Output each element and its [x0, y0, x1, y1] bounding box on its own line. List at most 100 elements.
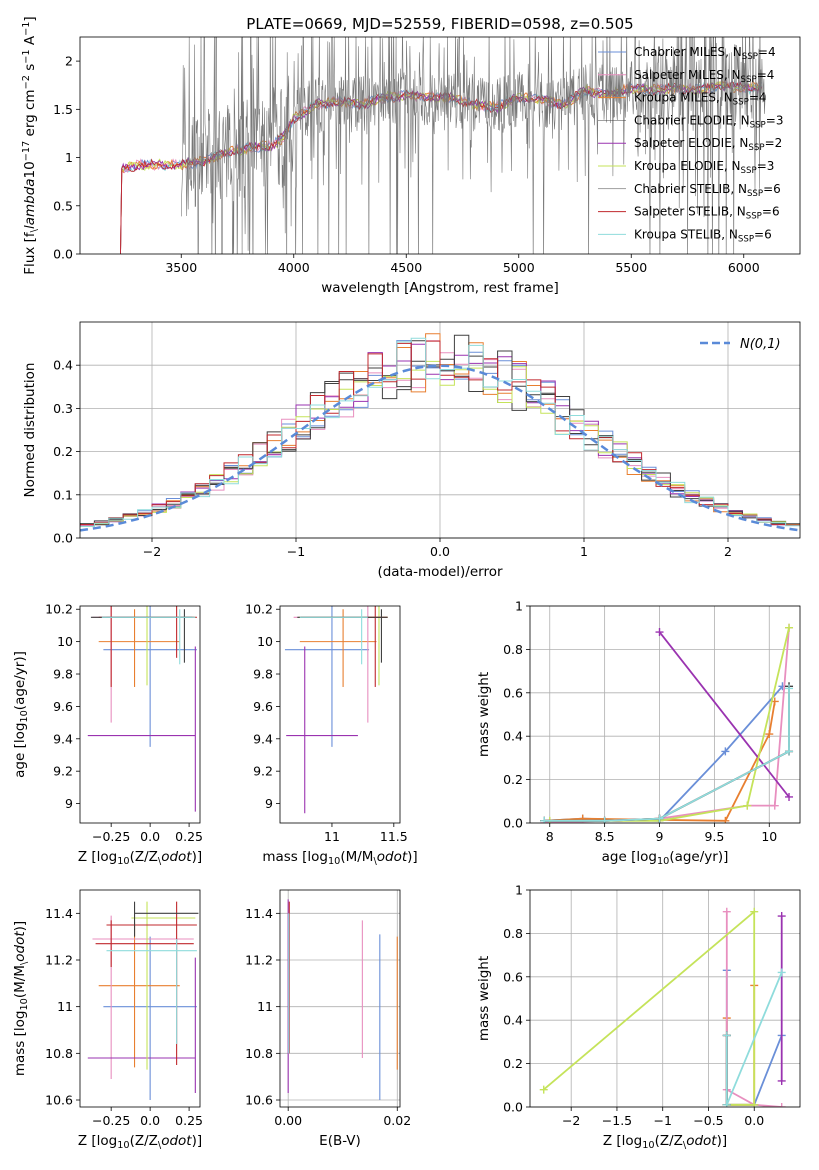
label-part: Kroupa MILES, N — [634, 91, 733, 105]
legend-entry: Kroupa ELODIE, NSSP​=3 — [634, 159, 774, 176]
y-axis-label: mass [log10​(M/M\​odot)] — [12, 921, 30, 1076]
y-tick-label: 0.8 — [503, 926, 523, 941]
y-tick-label: 11 — [257, 999, 273, 1014]
y-axis-label: mass weight — [476, 956, 492, 1041]
label-part: \ — [29, 228, 40, 232]
y-tick-label: 10.2 — [45, 602, 73, 617]
x-tick-label: 4000 — [278, 260, 310, 275]
label-part: odot — [12, 931, 28, 962]
label-part: =3 — [757, 159, 775, 173]
y-tick-label: 9.6 — [53, 699, 73, 714]
label-part: )] — [192, 849, 203, 865]
label-part: mass weight — [476, 956, 492, 1041]
label-part: E(B-V) — [319, 1133, 361, 1149]
x-tick-label: −2 — [562, 1113, 580, 1128]
y-tick-label: 9.4 — [53, 731, 73, 746]
y-tick-label: 0.6 — [503, 685, 523, 700]
label-part: 10 — [657, 856, 669, 867]
weight-series — [544, 686, 790, 822]
y-tick-label: 10.2 — [245, 602, 273, 617]
x-tick-label: 1 — [580, 544, 588, 559]
weight-series — [549, 627, 790, 822]
label-part: odot — [161, 849, 192, 865]
y-tick-label: 0.2 — [503, 1056, 523, 1071]
label-part: =6 — [754, 227, 772, 241]
label-part: age [log — [12, 723, 28, 778]
y-tick-label: 1 — [515, 599, 523, 614]
x-axis-label: (data-model)/error — [377, 564, 503, 580]
axes-age-vs-mass: 11 11.5 9 9.2 9.4 9.6 9.8 10 10.2 mass [log10​(M/… — [245, 602, 418, 867]
x-axis-label: Z [log10​(Z/Z\​odot)] — [78, 1133, 202, 1151]
histogram-plot — [80, 333, 800, 532]
label-part: Kroupa ELODIE, N — [634, 159, 741, 173]
label-part: Z [log — [603, 1133, 642, 1149]
legend-entry: Salpeter MILES, NSSP​=4 — [634, 68, 774, 85]
x-axis-label: E(B-V) — [319, 1133, 361, 1149]
x-tick-label: 10 — [761, 829, 777, 844]
weight-series — [725, 985, 756, 1106]
label-part: mass weight — [476, 672, 492, 757]
label-part: 10 — [117, 856, 129, 867]
label-part: )] — [192, 1133, 203, 1149]
weight-point — [750, 907, 759, 916]
label-part: erg cm — [22, 89, 38, 140]
legend-entry: Kroupa MILES, NSSP​=4 — [634, 91, 767, 108]
legend: Chabrier MILES, NSSP​=4 Salpeter MILES, N… — [598, 45, 783, 244]
legend-entry: Kroupa STELIB, NSSP​=6 — [634, 227, 772, 244]
x-axis-label: wavelength [Angstrom, rest frame] — [321, 280, 559, 296]
x-tick-label: −1.5 — [602, 1113, 632, 1128]
errorbar-plot — [87, 606, 197, 812]
y-tick-label: 10.8 — [45, 1046, 73, 1061]
y-tick-label: 10 — [57, 634, 73, 649]
weight-point — [785, 747, 794, 756]
spectrum-plot — [120, 37, 767, 254]
legend-entry: Salpeter ELODIE, NSSP​=2 — [634, 136, 782, 153]
y-tick-label: 10.6 — [245, 1093, 273, 1108]
axes-frame — [79, 889, 201, 1108]
y-tick-label: 1 — [515, 883, 523, 898]
label-part: A — [22, 35, 38, 49]
y-tick-label: 2 — [65, 54, 73, 69]
label-part: −1 — [21, 22, 32, 36]
legend-entry: Chabrier MILES, NSSP​=4 — [634, 45, 776, 62]
histogram-series — [80, 340, 800, 526]
y-tick-label: 10.8 — [245, 1046, 273, 1061]
y-tick-label: 9.4 — [253, 731, 273, 746]
label-part: (Z/Z — [655, 1133, 683, 1149]
weight-point — [765, 730, 774, 739]
legend-entry: Salpeter STELIB, NSSP​=6 — [634, 205, 780, 222]
weight-point — [539, 1085, 548, 1094]
label-part: =3 — [766, 113, 784, 127]
weight-series — [725, 911, 782, 1107]
weight-point — [722, 1031, 731, 1040]
y-tick-label: 0.6 — [503, 969, 523, 984]
x-tick-label: 11.5 — [380, 829, 408, 844]
label-part: SSP — [748, 143, 764, 153]
weight-point — [721, 816, 730, 823]
weight-series — [543, 909, 756, 1106]
y-tick-label: 0.5 — [53, 198, 73, 213]
label-part: SSP — [733, 98, 749, 108]
x-tick-label: 8 — [546, 829, 554, 844]
label-part: age [log — [602, 849, 657, 865]
weight-point — [785, 684, 794, 693]
weight-point — [600, 816, 609, 823]
y-tick-label: 0.0 — [503, 1100, 523, 1115]
x-tick-label: 0.0 — [430, 544, 450, 559]
label-part: \ — [19, 961, 30, 965]
x-tick-label: 3500 — [165, 260, 197, 275]
label-part: Salpeter MILES, N — [634, 68, 741, 82]
chart-title: PLATE=0669, MJD=52559, FIBERID=0598, z=0… — [246, 15, 633, 33]
y-tick-label: 9.8 — [253, 667, 273, 682]
weight-point — [777, 1103, 786, 1107]
data-spectrum — [181, 37, 767, 254]
y-tick-label: 11.2 — [245, 953, 273, 968]
label-part: \ — [373, 856, 377, 867]
label-part: 10 — [642, 1140, 654, 1151]
weight-point — [770, 801, 779, 810]
label-part: (Z/Z — [130, 849, 158, 865]
x-tick-label: 0.0 — [140, 829, 160, 844]
label-part: Normed distribution — [22, 363, 38, 498]
y-tick-label: 0.0 — [53, 247, 73, 262]
